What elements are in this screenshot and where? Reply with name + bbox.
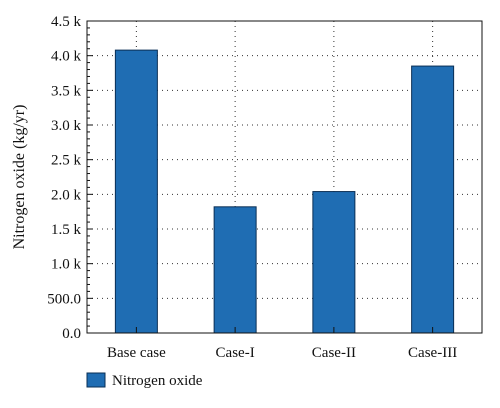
bar-case-iii	[411, 65, 455, 334]
y-tick-label: 1.5 k	[51, 222, 82, 238]
legend-label: Nitrogen oxide	[112, 373, 203, 389]
y-axis-title: Nitrogen oxide (kg/yr)	[11, 105, 28, 250]
bar-base-case	[114, 49, 158, 334]
y-tick-label: 0.0	[62, 326, 81, 342]
x-tick-label: Base case	[107, 345, 166, 361]
legend-swatch	[86, 372, 106, 388]
x-tick-label: Case-II	[312, 345, 356, 361]
bars	[114, 49, 455, 334]
y-tick-label: 2.0 k	[51, 187, 82, 203]
axis-ticks	[87, 20, 434, 334]
x-tick-label: Case-III	[408, 345, 457, 361]
y-tick-label: 2.5 k	[51, 153, 82, 169]
y-tick-label: 3.0 k	[51, 118, 82, 134]
x-tick-label: Case-I	[216, 345, 255, 361]
y-tick-label: 1.0 k	[51, 257, 82, 273]
bar-case-ii	[312, 191, 356, 334]
y-tick-label: 500.0	[47, 291, 81, 307]
legend: Nitrogen oxide	[86, 372, 203, 389]
axis-tick-labels: 0.0 500.0 1.0 k 1.5 k 2.0 k 2.5 k 3.0 k 3.5 k 4.…	[47, 14, 457, 361]
y-tick-label: 3.5 k	[51, 83, 82, 99]
bar-case-i	[213, 206, 257, 334]
y-tick-label: 4.0 k	[51, 49, 82, 65]
plot-frame	[86, 20, 483, 334]
y-tick-label: 4.5 k	[51, 14, 82, 30]
